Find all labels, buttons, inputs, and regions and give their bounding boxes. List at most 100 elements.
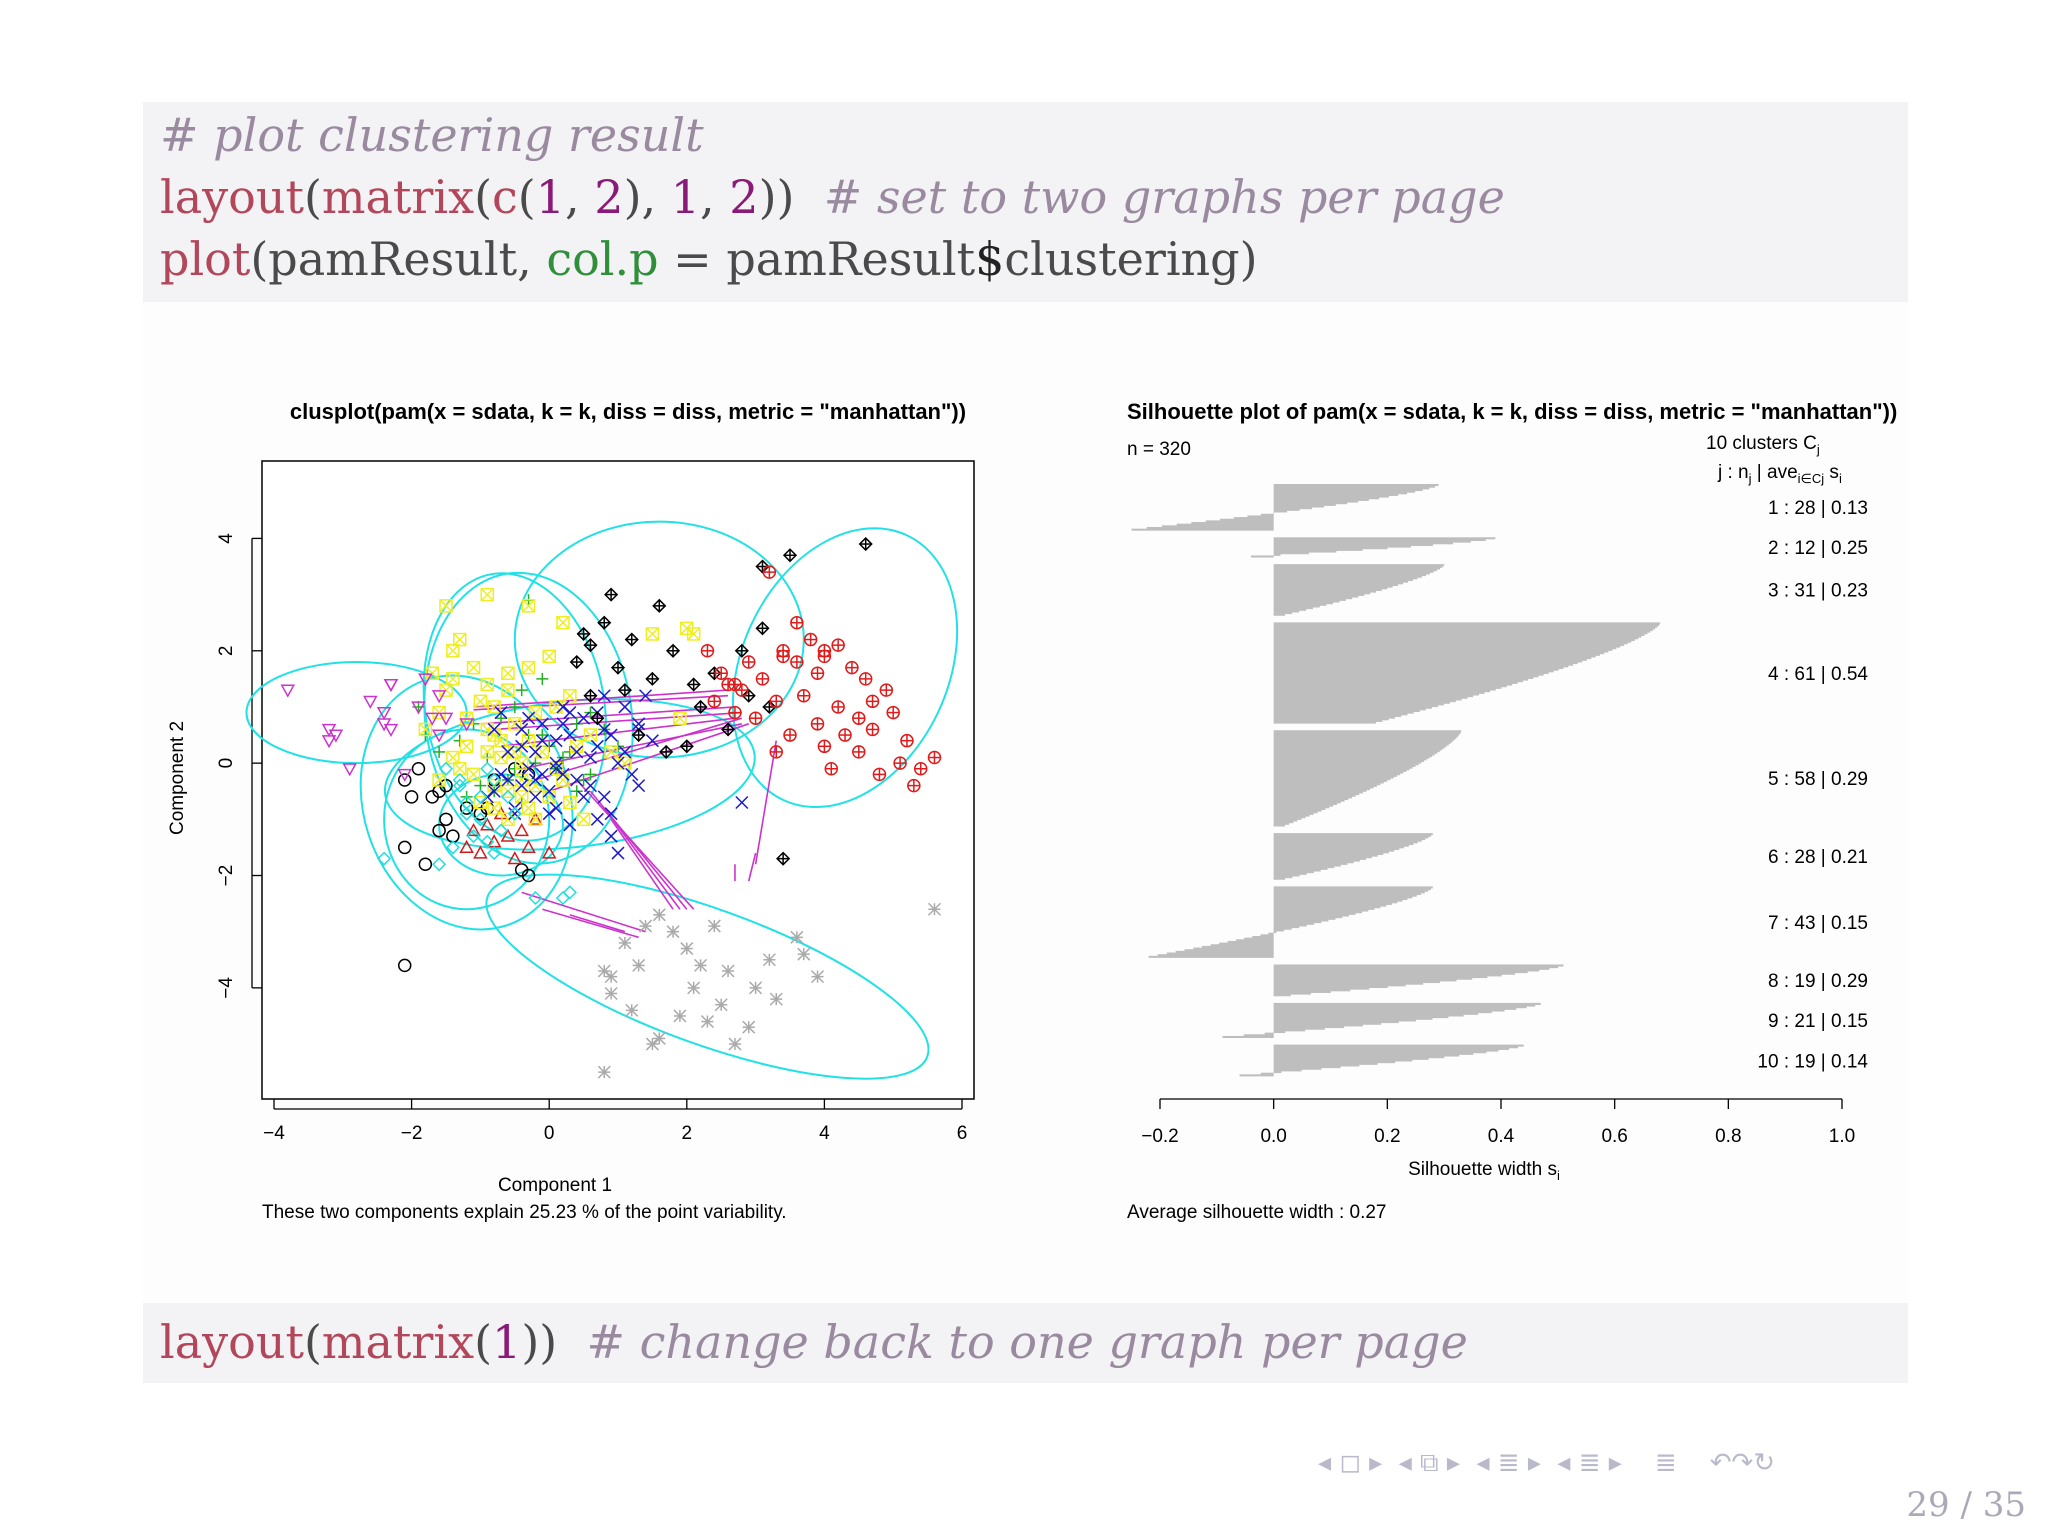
- data-point: [590, 711, 605, 726]
- data-point: [563, 795, 577, 810]
- silhouette-bar: [1273, 979, 1457, 982]
- silhouette-bar: [1273, 806, 1330, 809]
- clusplot-ylabel: Component 2: [167, 721, 188, 835]
- data-point: [872, 767, 887, 782]
- clusplot-xtick-label: −4: [263, 1123, 285, 1144]
- silhouette-n-label: n = 320: [1127, 439, 1191, 460]
- data-point: [721, 677, 735, 692]
- silhouette-bar: [1273, 802, 1337, 806]
- silhouette-bar: [1273, 567, 1441, 570]
- silhouette-bar: [1273, 648, 1613, 651]
- silhouette-bar: [1273, 902, 1392, 905]
- silhouette-bar: [1202, 945, 1274, 948]
- silhouette-bar: [1273, 804, 1334, 807]
- data-point: [433, 745, 446, 758]
- data-point: [913, 762, 928, 776]
- silhouette-bar: [1273, 819, 1298, 822]
- data-point: [321, 735, 337, 749]
- data-point: [638, 689, 653, 703]
- silhouette-bar: [1273, 909, 1369, 912]
- data-point: [742, 1020, 756, 1034]
- data-point: [473, 694, 488, 709]
- silhouette-bar: [1273, 708, 1426, 711]
- data-point: [838, 728, 852, 742]
- data-point: [507, 806, 522, 821]
- silhouette-bar: [1273, 678, 1529, 681]
- data-point: [536, 729, 549, 742]
- silhouette-xtick-label: 1.0: [1829, 1126, 1855, 1147]
- silhouette-bar: [1273, 612, 1293, 615]
- data-point: [680, 942, 694, 956]
- silhouette-bar: [1273, 1002, 1541, 1005]
- data-point: [734, 643, 749, 658]
- silhouette-bar: [1273, 1062, 1378, 1065]
- silhouette-bar: [1273, 861, 1354, 864]
- silhouette-bar: [1191, 522, 1274, 525]
- clusplot-xtick-label: 2: [682, 1123, 693, 1144]
- silhouette-bar: [1273, 1004, 1536, 1007]
- data-point: [514, 790, 529, 804]
- silhouette-bar: [1273, 675, 1539, 678]
- silhouette-cluster-label: 10 : 19 | 0.14: [1757, 1051, 1868, 1072]
- silhouette-bar: [1148, 955, 1274, 958]
- silhouette-bar: [1219, 518, 1274, 521]
- silhouette-bar: [1273, 892, 1421, 896]
- data-point: [556, 700, 570, 714]
- data-point: [418, 857, 433, 872]
- data-point: [686, 677, 701, 692]
- silhouette-bar: [1273, 564, 1445, 567]
- data-point: [445, 840, 460, 855]
- data-point: [769, 745, 783, 759]
- silhouette-bar: [1273, 610, 1300, 613]
- silhouette-bar: [1157, 954, 1274, 957]
- data-point: [665, 643, 681, 658]
- silhouette-bar: [1273, 929, 1285, 932]
- silhouette-bar: [1273, 788, 1371, 791]
- silhouette-xtick-label: 0.6: [1601, 1126, 1627, 1147]
- silhouette-bar: [1273, 667, 1564, 670]
- silhouette-bar: [1260, 513, 1274, 516]
- silhouette-bar: [1273, 587, 1388, 590]
- cluster-connector-line: [569, 914, 626, 933]
- clusplot-ytick-label: 2: [216, 645, 237, 656]
- data-point: [529, 757, 542, 770]
- silhouette-bar: [1273, 1046, 1518, 1049]
- beamer-navigation-icons[interactable]: ◂ ◻ ▸ ◂ ⧉ ▸ ◂ ≣ ▸ ◂ ≣ ▸ ≣ ↶↷↻: [1318, 1448, 1776, 1478]
- data-point: [542, 807, 556, 821]
- data-point: [645, 627, 660, 641]
- code-comment-layout: # set to two graphs per page: [823, 170, 1505, 224]
- data-point: [514, 823, 529, 837]
- silhouette-bar: [1273, 655, 1596, 658]
- silhouette-bar: [1273, 1014, 1464, 1017]
- silhouette-bar: [1273, 751, 1438, 754]
- silhouette-bar: [1273, 627, 1656, 630]
- silhouette-bar: [1273, 989, 1351, 992]
- silhouette-bar: [1273, 628, 1653, 632]
- silhouette-bar: [1273, 607, 1313, 610]
- silhouette-bar: [1273, 625, 1658, 628]
- code-line-layout: layout(matrix(c(1, 2), 1, 2)) # set to t…: [160, 170, 1505, 224]
- data-point: [521, 733, 536, 748]
- silhouette-bar: [1273, 547, 1388, 550]
- data-point: [466, 829, 481, 844]
- data-point: [735, 683, 749, 697]
- data-point: [604, 986, 618, 1001]
- silhouette-bar: [1273, 716, 1395, 719]
- data-point: [858, 536, 873, 552]
- silhouette-xtick-label: −0.2: [1141, 1126, 1179, 1147]
- data-point: [515, 779, 529, 793]
- clusplot-title: clusplot(pam(x = sdata, k = k, diss = di…: [290, 399, 966, 424]
- data-point: [569, 654, 584, 670]
- data-point: [604, 745, 618, 759]
- silhouette-cluster-label: 1 : 28 | 0.13: [1768, 498, 1868, 519]
- data-point: [528, 812, 543, 827]
- silhouette-bar: [1273, 748, 1443, 751]
- cluster-connector-line: [747, 852, 757, 882]
- data-point: [535, 717, 549, 731]
- silhouette-bar: [1166, 952, 1274, 955]
- silhouette-bar: [1273, 977, 1473, 980]
- data-point: [617, 683, 632, 698]
- silhouette-bar: [1273, 877, 1286, 880]
- data-point: [562, 885, 577, 900]
- data-point: [508, 807, 522, 821]
